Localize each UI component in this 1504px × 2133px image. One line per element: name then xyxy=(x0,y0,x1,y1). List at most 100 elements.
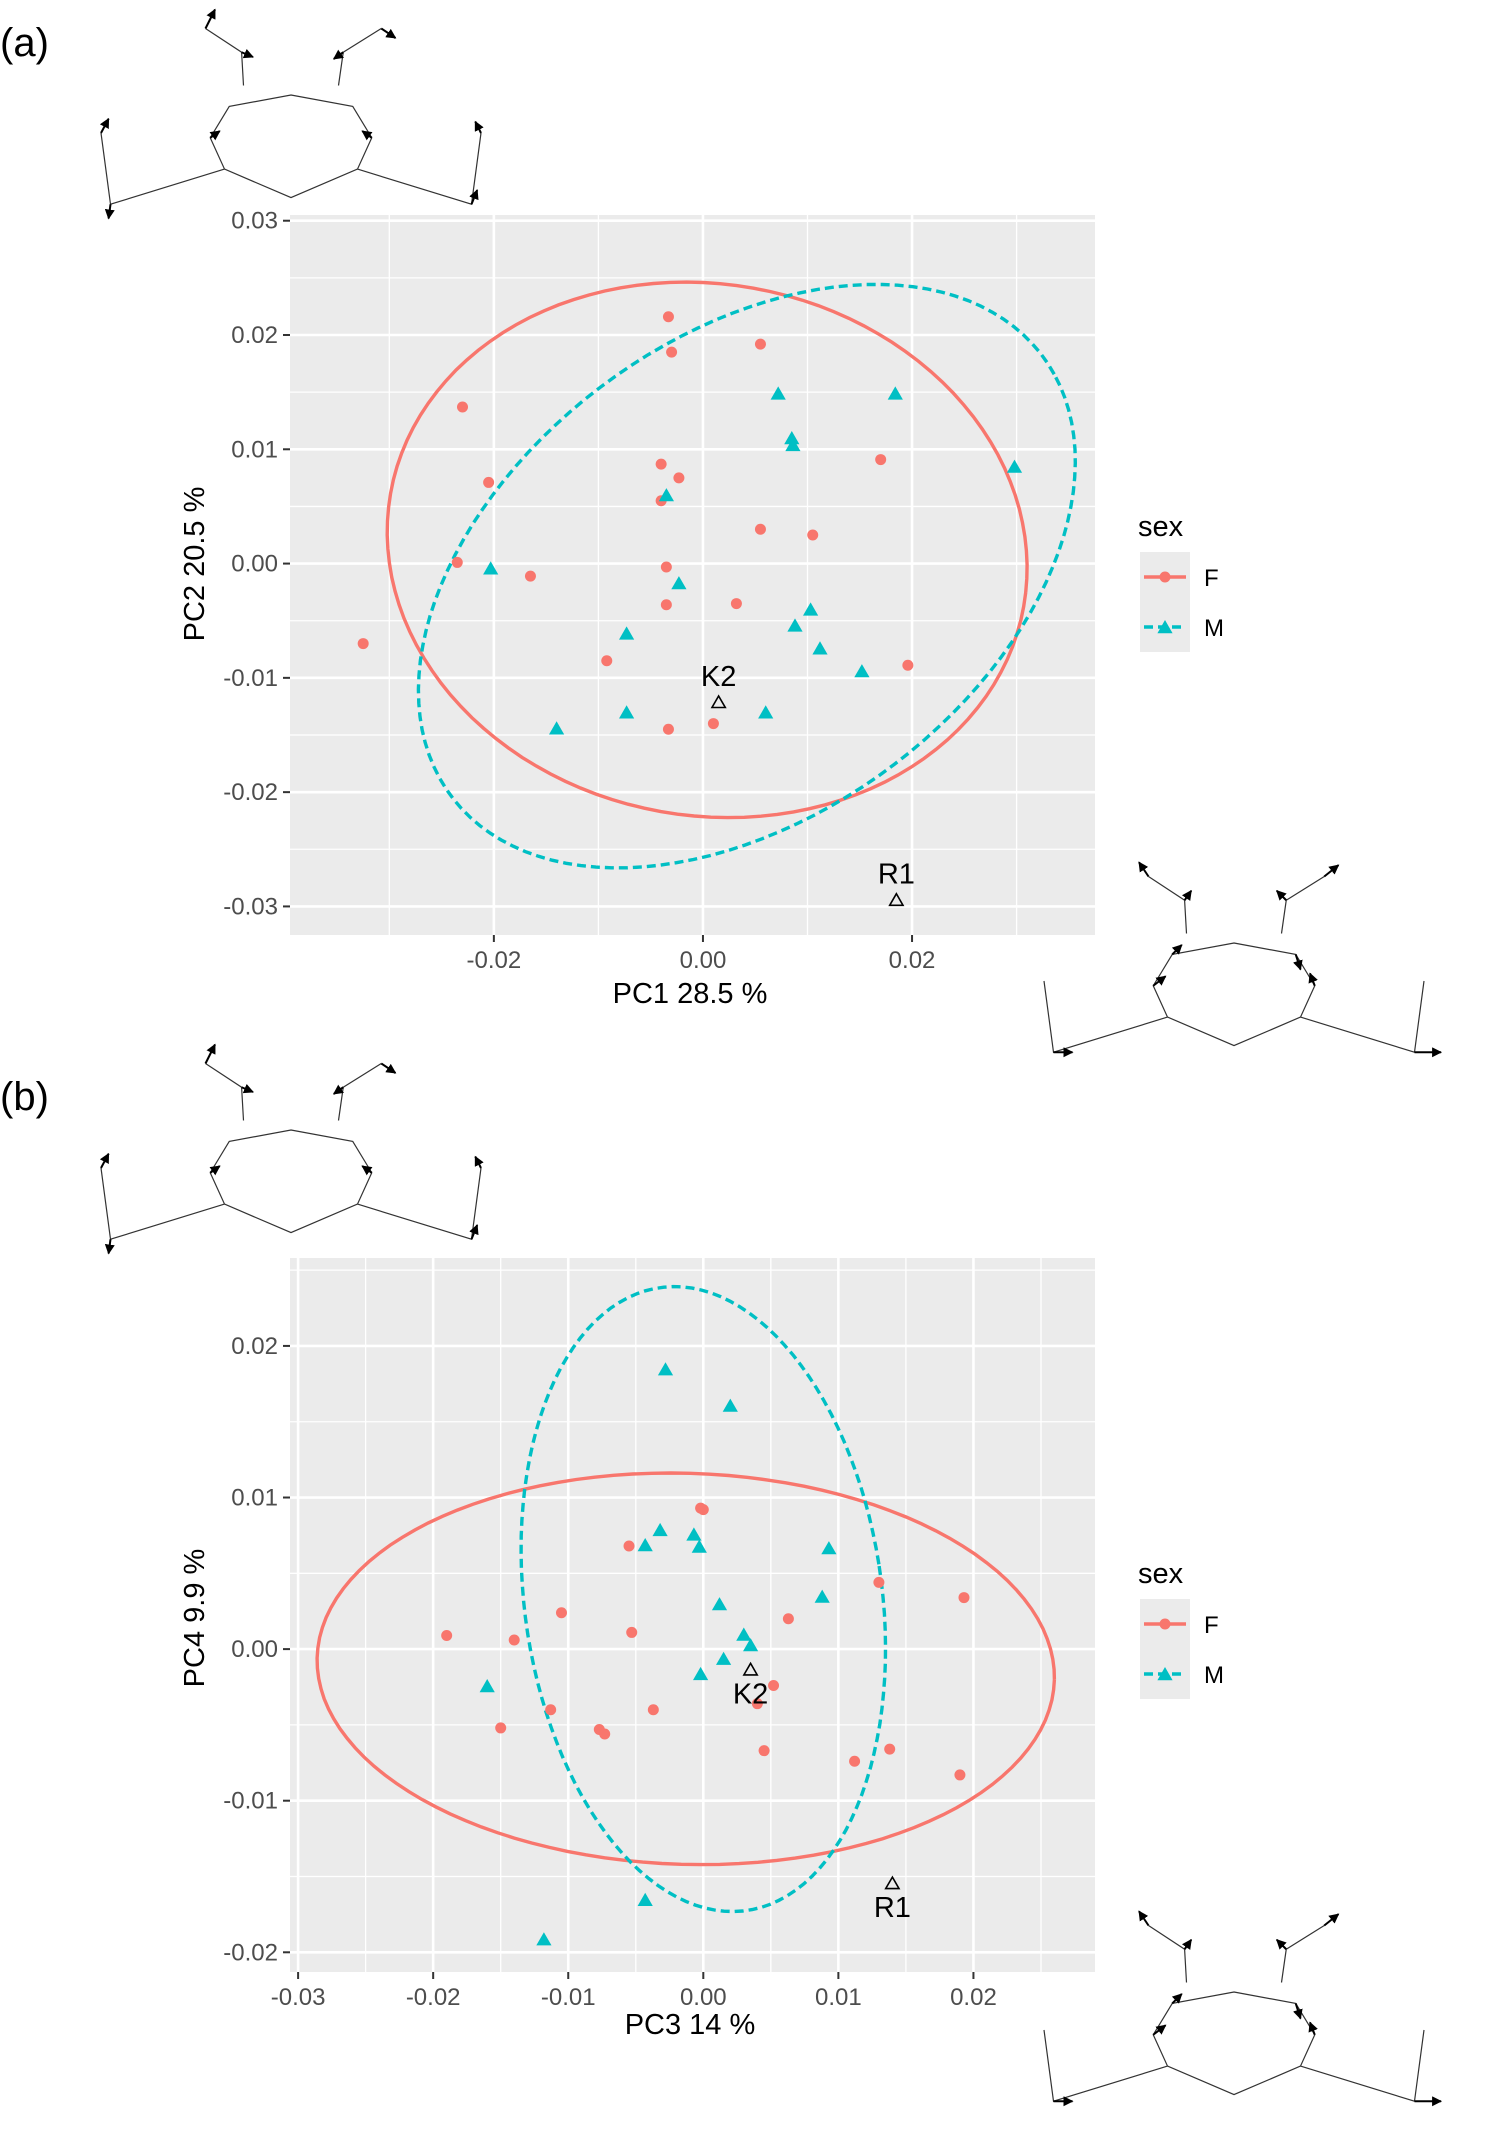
y-tick-label: 0.03 xyxy=(231,208,278,235)
chart-b-ticks: -0.03 -0.02 -0.01 0.00 0.01 0.02 -0.02 -0.01 0.0… xyxy=(223,1333,997,2011)
point-F xyxy=(623,1540,635,1552)
annotation-label-R1: R1 xyxy=(874,1892,911,1924)
legend-label-M: M xyxy=(1204,1662,1224,1689)
point-M xyxy=(637,1538,653,1552)
shape-deformation-wireframes xyxy=(99,8,1443,2107)
point-M xyxy=(722,1398,738,1412)
x-tick-label: 0.02 xyxy=(950,1984,997,2011)
ellipse-F xyxy=(385,280,1029,820)
landmark-vector-arrow xyxy=(380,27,397,39)
landmark-vector-arrow xyxy=(104,204,115,220)
x-tick-label: -0.03 xyxy=(271,1984,326,2011)
landmark-vector-arrow xyxy=(1181,889,1193,901)
annotation-marker-R1 xyxy=(884,1875,901,1890)
landmark-vector-arrow xyxy=(1171,1993,1183,2005)
x-tick-label: -0.02 xyxy=(467,947,522,974)
point-F xyxy=(902,659,914,671)
landmark-vector-arrow xyxy=(474,1155,484,1169)
point-M xyxy=(887,386,903,400)
point-M xyxy=(483,561,499,575)
chart-a-gridlines xyxy=(290,215,1095,935)
point-F xyxy=(697,1504,709,1516)
landmark-vector-arrow xyxy=(332,49,344,60)
point-F xyxy=(483,476,495,488)
point-M xyxy=(619,705,635,719)
ellipse-M xyxy=(416,282,1078,870)
landmark-vector-arrow xyxy=(1293,954,1303,971)
landmark-vector-arrow xyxy=(99,1152,110,1169)
y-tick-label: 0.02 xyxy=(231,1333,278,1360)
point-F xyxy=(647,1704,659,1716)
point-F xyxy=(451,556,463,568)
point-F xyxy=(666,346,678,358)
point-F xyxy=(758,1745,770,1757)
point-M xyxy=(803,602,819,616)
legend-title: sex xyxy=(1138,511,1184,543)
point-M xyxy=(1006,459,1023,473)
landmark-vector-arrow xyxy=(1308,972,1318,987)
landmark-vector-arrow xyxy=(1276,890,1287,901)
wireframe-b-top xyxy=(99,1043,484,1255)
landmark-vector-arrow xyxy=(209,130,221,141)
point-M xyxy=(691,1539,707,1553)
chart-a-ticks: -0.02 0.00 0.02 -0.03 -0.02 -0.01 0.00 0.01 0.02… xyxy=(223,208,935,974)
legend-label-F: F xyxy=(1204,1612,1219,1639)
y-tick-label: -0.02 xyxy=(223,1939,278,1966)
legend-symbol-M xyxy=(1157,1667,1173,1681)
chart-b-x-axis-title: PC3 14 % xyxy=(625,2009,756,2041)
point-M xyxy=(716,1651,732,1665)
landmark-vector-arrow xyxy=(469,189,479,205)
ellipse-M xyxy=(519,1284,888,1914)
landmark-vector-arrow xyxy=(241,48,254,59)
x-tick-label: 0.01 xyxy=(815,1984,862,2011)
point-M xyxy=(479,1679,495,1693)
annotation-label-R1: R1 xyxy=(878,859,915,891)
point-F xyxy=(754,523,766,535)
point-M xyxy=(686,1527,702,1541)
point-M xyxy=(787,618,803,632)
point-F xyxy=(884,1743,896,1755)
landmark-vector-arrow xyxy=(1276,1939,1287,1950)
point-F xyxy=(707,718,719,730)
point-F xyxy=(441,1629,453,1641)
point-M xyxy=(536,1932,552,1946)
ellipse-F xyxy=(315,1471,1057,1867)
landmark-vector-arrow xyxy=(469,1224,479,1240)
annotation-marker-K2 xyxy=(710,694,727,709)
legend-title: sex xyxy=(1138,1558,1184,1590)
point-M xyxy=(671,576,687,590)
point-M xyxy=(770,386,786,400)
landmark-vector-arrow xyxy=(1152,2024,1167,2036)
landmark-vector-arrow xyxy=(1181,1938,1193,1950)
point-F xyxy=(673,472,685,484)
point-F xyxy=(524,570,536,582)
wireframe-a-top xyxy=(99,8,484,220)
chart-b-ellipses xyxy=(315,1284,1057,1914)
legend-label-M: M xyxy=(1204,615,1224,642)
y-tick-label: 0.00 xyxy=(231,1636,278,1663)
chart-a-points xyxy=(357,311,1023,735)
point-F xyxy=(873,1576,885,1588)
wireframe-b-bottom xyxy=(1043,1910,1443,2107)
point-F xyxy=(357,638,369,650)
annotation-label-K2: K2 xyxy=(733,1678,768,1710)
annotation-marker-K2 xyxy=(742,1661,759,1676)
point-F xyxy=(958,1592,970,1604)
landmark-vector-arrow xyxy=(1152,975,1167,987)
point-F xyxy=(599,1728,611,1740)
x-tick-label: -0.01 xyxy=(541,1984,596,2011)
point-F xyxy=(601,655,613,667)
chart-b-annotations: K2 R1 xyxy=(733,1661,911,1924)
landmark-vector-arrow xyxy=(1171,944,1183,956)
chart-a: K2 R1 -0.02 0.00 0.02 -0.03 -0.02 -0.01 0.00 0.0… xyxy=(179,208,1095,1010)
point-F xyxy=(555,1607,567,1619)
x-tick-label: 0.00 xyxy=(680,1984,727,2011)
legend-a: sex FM xyxy=(1138,511,1224,652)
legend-symbol-F xyxy=(1159,1618,1171,1630)
y-tick-label: -0.01 xyxy=(223,665,278,692)
point-F xyxy=(849,1755,861,1767)
x-tick-label: -0.02 xyxy=(406,1984,461,2011)
chart-a-annotations: K2 R1 xyxy=(701,661,915,907)
